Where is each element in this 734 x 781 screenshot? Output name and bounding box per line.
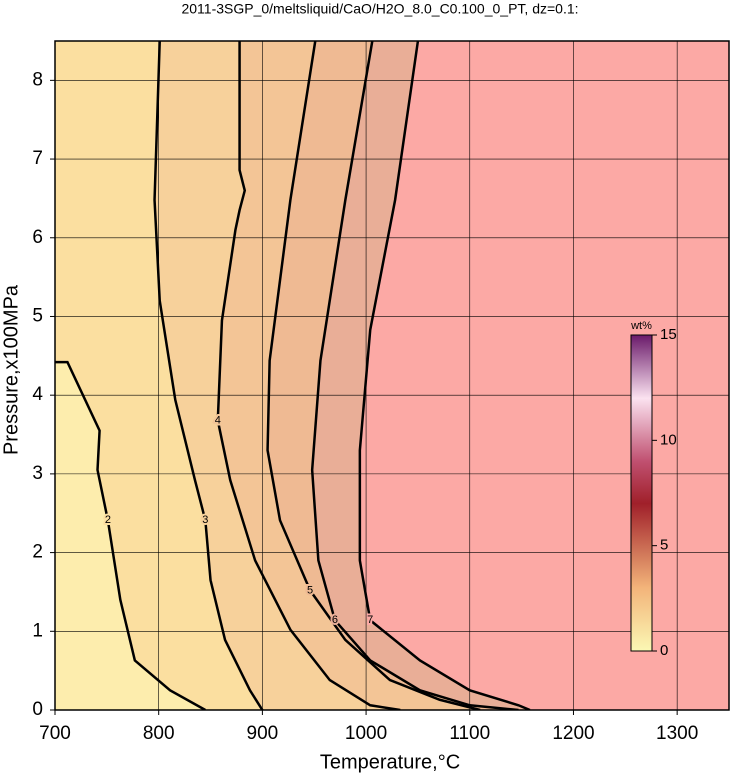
x-axis-label: Temperature,°C — [320, 751, 460, 773]
colorbar — [630, 334, 653, 652]
contour-line — [266, 41, 481, 710]
x-tick-label: 1300 — [656, 723, 698, 744]
y-tick-label: 6 — [32, 227, 43, 248]
y-tick-label: 5 — [32, 305, 43, 326]
contour-line — [310, 41, 519, 710]
contour-line — [216, 41, 401, 710]
x-tick-label: 1000 — [345, 723, 387, 744]
y-tick-label: 3 — [32, 463, 43, 484]
contour-line — [153, 41, 264, 710]
chart-title: 2011-3SGP_0/meltsliquid/CaO/H2O_8.0_C0.1… — [181, 1, 578, 17]
y-tick-label: 4 — [32, 384, 43, 405]
contour-label: 3 — [202, 514, 208, 526]
contour-label: 4 — [215, 414, 221, 426]
plot-area — [55, 41, 729, 710]
x-tick-label: 900 — [247, 723, 279, 744]
colorbar-tick-label: 10 — [660, 431, 677, 448]
plot-frame — [54, 40, 730, 711]
contour-label: 5 — [307, 584, 313, 596]
contour-label: 2 — [105, 514, 111, 526]
x-tick-label: 1200 — [552, 723, 594, 744]
x-tick-label: 700 — [39, 723, 71, 744]
contour-fill — [55, 41, 729, 710]
y-tick-label: 8 — [32, 69, 43, 90]
contour-line — [55, 360, 206, 710]
y-axis-label: Pressure,x100MPa — [0, 284, 22, 455]
contour-label: 6 — [332, 614, 338, 626]
contour-line — [358, 41, 531, 710]
y-tick-label: 7 — [32, 148, 43, 169]
contour-label: 7 — [367, 614, 373, 626]
y-tick-label: 0 — [32, 699, 43, 720]
y-tick-label: 2 — [32, 542, 43, 563]
y-tick-label: 1 — [32, 620, 43, 641]
colorbar-tick-label: 15 — [660, 326, 677, 343]
colorbar-tick-label: 5 — [660, 537, 668, 554]
colorbar-label: wt% — [630, 320, 652, 332]
x-tick-label: 800 — [143, 723, 175, 744]
x-tick-label: 1100 — [449, 723, 490, 744]
colorbar-tick-label: 0 — [660, 642, 668, 659]
